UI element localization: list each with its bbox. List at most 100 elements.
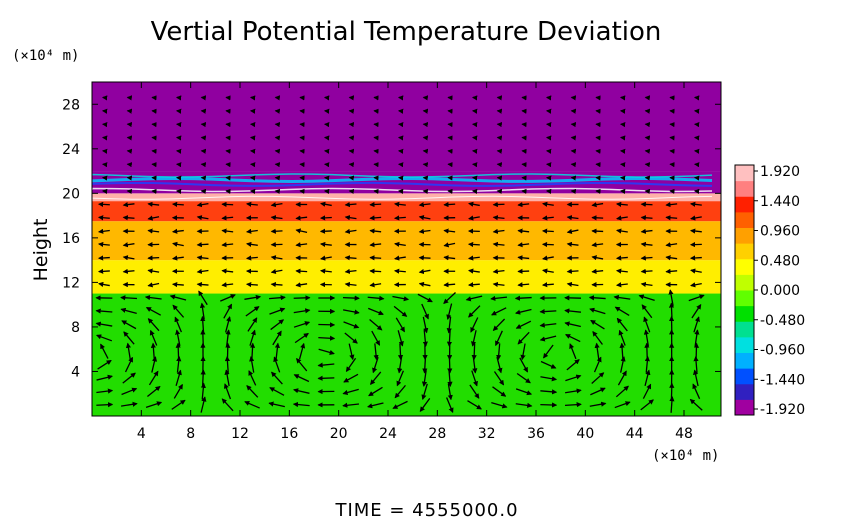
wind-vector — [619, 342, 625, 360]
wind-vector — [97, 201, 110, 207]
wind-vector — [690, 201, 702, 207]
wind-vector — [373, 343, 379, 361]
wind-vector — [668, 302, 675, 320]
wind-vector — [293, 321, 311, 328]
wind-vector — [200, 396, 207, 413]
colorbar-tick-label: 1.440 — [760, 194, 800, 210]
wind-vector — [613, 294, 631, 301]
wind-vector — [443, 242, 456, 248]
wind-vector — [343, 373, 359, 383]
heat-band-4 — [92, 193, 721, 202]
wind-vector — [174, 316, 183, 333]
wind-vector — [443, 228, 456, 234]
wind-vector — [196, 215, 209, 221]
wind-vector — [270, 268, 283, 275]
wind-vector — [369, 255, 382, 261]
wind-vector — [395, 317, 405, 333]
wind-vector — [273, 356, 281, 373]
colorbar-swatch — [735, 305, 754, 322]
wind-vector — [540, 376, 558, 382]
wind-vector — [120, 401, 138, 407]
wind-vector — [147, 385, 161, 398]
wind-vector — [343, 309, 360, 315]
wind-vector — [172, 304, 185, 318]
wind-vector — [269, 387, 285, 396]
wind-vector — [221, 398, 234, 412]
wind-vector — [540, 360, 557, 369]
wind-vector — [249, 342, 256, 360]
wind-vector — [620, 356, 626, 373]
heat-band-1 — [92, 260, 721, 294]
wind-vector — [590, 319, 605, 330]
wind-vector — [641, 304, 653, 319]
wind-vector — [593, 356, 602, 373]
wind-vector — [394, 241, 406, 247]
wind-vector — [520, 343, 526, 361]
wind-vector — [245, 281, 258, 288]
wind-vector — [274, 342, 281, 360]
wind-vector — [293, 388, 310, 394]
wind-vector — [196, 242, 209, 248]
wind-vector — [471, 343, 477, 361]
wind-vector — [224, 369, 230, 387]
wind-vector — [542, 255, 554, 261]
wind-vector — [147, 201, 160, 207]
wind-vector — [100, 343, 109, 359]
wind-vector — [320, 241, 332, 247]
wind-vector — [468, 255, 480, 261]
wind-vector — [394, 201, 406, 207]
wind-vector — [689, 398, 703, 411]
wind-vector — [200, 329, 206, 347]
wind-vector — [98, 241, 110, 248]
wind-vector — [591, 202, 604, 208]
chart-title: Vertial Potential Temperature Deviation — [151, 17, 662, 47]
colorbar-swatch — [735, 211, 754, 228]
wind-vector — [591, 242, 604, 248]
wind-vector — [495, 330, 503, 347]
wind-vector — [540, 389, 558, 395]
wind-vector — [150, 342, 156, 360]
wind-vector — [491, 401, 508, 409]
wind-vector — [564, 308, 582, 314]
wind-vector — [644, 369, 651, 387]
wind-vector — [690, 228, 702, 234]
wind-vector — [221, 242, 234, 248]
colorbar-swatch — [735, 368, 754, 385]
wind-vector — [122, 242, 135, 248]
y-unit-label: (×10⁴ m) — [12, 48, 79, 64]
wind-vector — [344, 255, 357, 261]
wind-vector — [221, 228, 234, 234]
wind-vector — [348, 343, 355, 361]
wind-vector — [591, 215, 604, 221]
wind-vector — [492, 318, 506, 332]
wind-vector — [589, 401, 607, 407]
wind-vector — [246, 228, 258, 234]
wind-vector — [642, 383, 652, 399]
wind-vector — [369, 228, 382, 234]
wind-vector — [514, 295, 532, 301]
wind-vector — [97, 255, 110, 261]
wind-vector — [223, 383, 232, 400]
wind-vector — [564, 402, 582, 408]
wind-vector — [269, 307, 286, 315]
wind-vector — [644, 355, 650, 373]
wind-vector — [245, 306, 260, 317]
wind-vector — [199, 302, 206, 320]
wind-vector — [292, 401, 310, 408]
wind-vector — [392, 295, 410, 302]
x-tick-label: 12 — [231, 426, 249, 442]
wind-vector — [669, 396, 675, 413]
wind-vector — [151, 356, 158, 373]
wind-vector — [515, 388, 533, 396]
wind-vector — [97, 268, 110, 274]
x-tick-label: 16 — [280, 426, 298, 442]
wind-vector — [515, 308, 532, 315]
wind-vector — [616, 215, 628, 221]
wind-vector — [268, 295, 286, 301]
wind-vector — [96, 402, 114, 408]
wind-vector — [542, 268, 554, 274]
wind-vector — [517, 255, 530, 261]
wind-vector — [569, 343, 577, 360]
wind-vector — [369, 215, 382, 221]
wind-vector — [121, 320, 137, 330]
